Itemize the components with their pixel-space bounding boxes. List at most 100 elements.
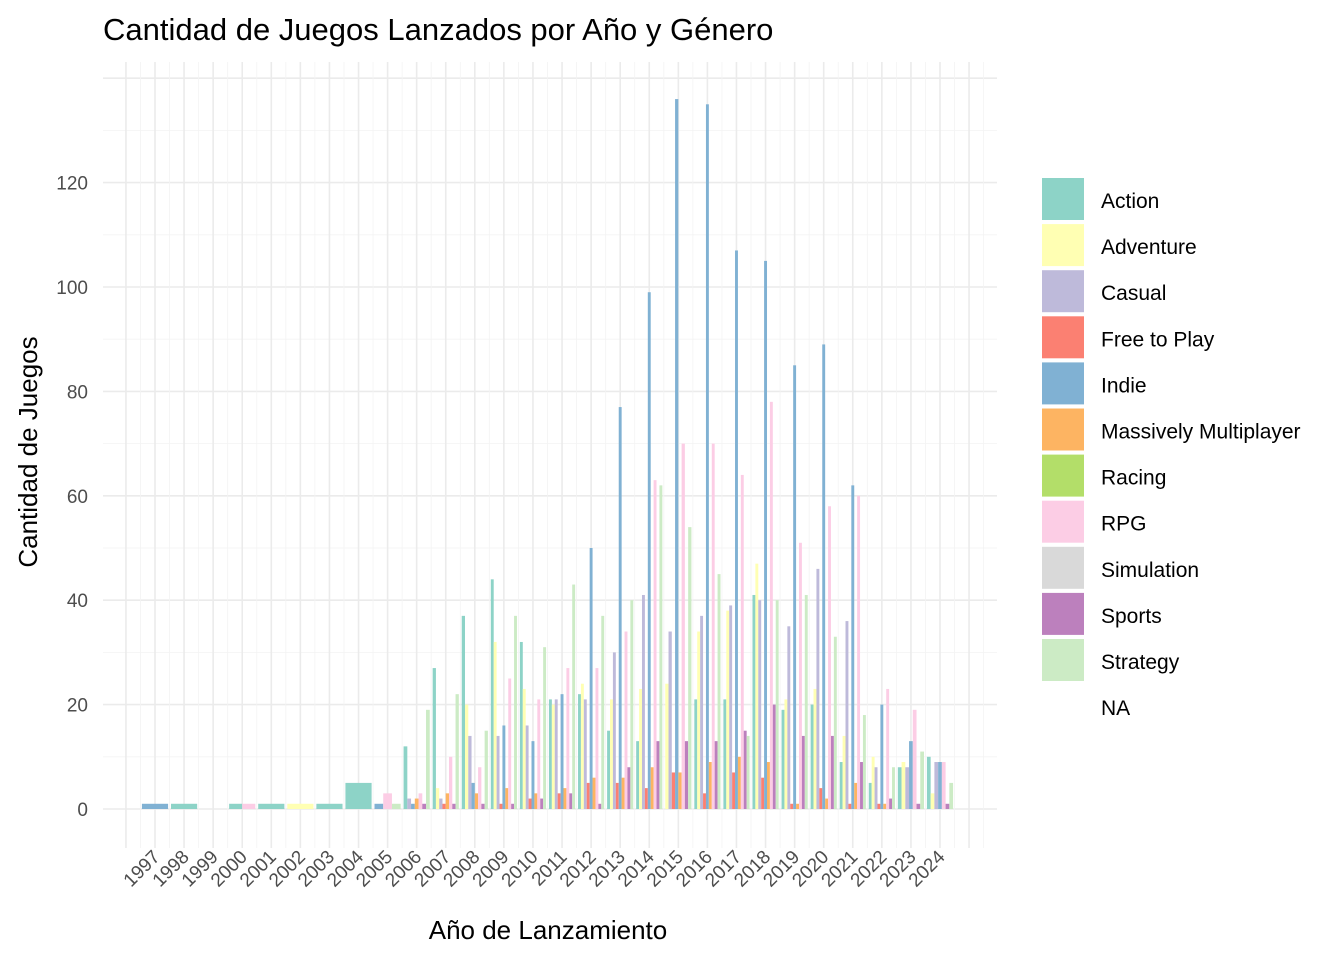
bar-strategy-2023	[920, 751, 925, 809]
y-tick-label: 100	[56, 278, 88, 299]
bar-strategy-2013	[630, 600, 634, 809]
legend-label-na: NA	[1101, 697, 1130, 720]
legend-label-sports: Sports	[1101, 605, 1162, 628]
legend-label-rpg: RPG	[1101, 513, 1147, 536]
bar-action-2014	[636, 741, 640, 809]
bar-casual-2022	[874, 767, 878, 809]
legend-swatch-sports	[1042, 592, 1084, 635]
bar-casual-2016	[700, 615, 704, 809]
bar-strategy-2010	[543, 647, 547, 809]
bar-sports-2021	[860, 762, 863, 809]
bar-massively-multiplayer-2017	[737, 756, 741, 809]
bar-massively-multiplayer-2009	[505, 788, 509, 809]
bar-strategy-2007	[455, 694, 459, 809]
bar-indie-2010	[531, 741, 535, 809]
bar-free-to-play-2016	[703, 793, 706, 809]
legend-label-free-to-play: Free to Play	[1101, 328, 1215, 351]
bar-rpg-2012	[595, 668, 599, 809]
bar-sports-2007	[452, 803, 456, 809]
bar-indie-2013	[618, 407, 622, 809]
bar-action-2008	[461, 615, 466, 809]
bar-free-to-play-2010	[528, 798, 532, 809]
bar-massively-multiplayer-2007	[445, 793, 450, 809]
bar-strategy-2017	[746, 735, 750, 809]
bar-rpg-2008	[478, 767, 482, 809]
bar-casual-2020	[816, 568, 820, 809]
bar-adventure-2023	[901, 762, 906, 809]
x-axis-title: Año de Lanzamiento	[429, 915, 668, 945]
bar-sports-2016	[714, 741, 718, 809]
bar-strategy-2016	[717, 574, 721, 809]
bar-casual-2010	[525, 725, 529, 809]
bar-indie-2024	[938, 762, 942, 809]
bar-massively-multiplayer-2012	[592, 777, 596, 809]
bar-casual-2013	[612, 652, 616, 809]
bar-action-2024	[926, 756, 931, 809]
chart-title: Cantidad de Juegos Lanzados por Año y Gé…	[103, 12, 773, 47]
bar-rpg-2009	[508, 678, 512, 809]
bar-action-2023	[897, 767, 902, 809]
legend-label-casual: Casual	[1101, 282, 1166, 305]
bar-adventure-2018	[755, 563, 759, 809]
bar-adventure-2019	[784, 699, 788, 809]
legend-label-action: Action	[1101, 190, 1159, 213]
bar-strategy-2018	[775, 600, 779, 809]
bar-casual-2009	[496, 735, 500, 809]
bar-massively-multiplayer-2011	[563, 788, 567, 809]
bar-rpg-2006	[418, 793, 423, 809]
bar-strategy-2008	[484, 730, 488, 809]
bar-strategy-2009	[514, 615, 517, 809]
legend-swatch-racing	[1042, 454, 1084, 497]
bar-massively-multiplayer-2008	[474, 793, 479, 809]
bar-action-2022	[868, 782, 872, 809]
bar-rpg-2019	[798, 542, 802, 809]
bar-action-2009	[490, 579, 494, 809]
bar-strategy-2022	[892, 767, 895, 809]
bar-indie-2016	[705, 104, 709, 810]
bar-rpg-2014	[653, 480, 657, 809]
bar-casual-2007	[439, 798, 443, 809]
bar-free-to-play-2012	[586, 782, 590, 809]
bar-adventure-2022	[871, 756, 875, 809]
bar-sports-2006	[422, 803, 427, 809]
bar-strategy-2015	[688, 527, 692, 809]
bar-sports-2019	[801, 735, 805, 809]
bar-free-to-play-2009	[499, 803, 503, 809]
bar-massively-multiplayer-2013	[621, 777, 625, 809]
bar-adventure-2012	[580, 683, 584, 809]
bar-massively-multiplayer-2010	[534, 793, 538, 809]
bar-strategy-2012	[601, 615, 605, 809]
bar-rpg-2005	[383, 793, 392, 809]
bar-action-1998	[170, 803, 198, 809]
bar-rpg-2020	[828, 506, 831, 809]
bar-action-2001	[258, 803, 285, 809]
y-tick-label: 80	[67, 382, 88, 403]
y-axis-title: Cantidad de Juegos	[13, 336, 43, 567]
bar-rpg-2016	[711, 443, 715, 809]
bar-indie-2018	[764, 260, 768, 809]
bar-massively-multiplayer-2006	[414, 798, 419, 809]
bar-casual-2012	[583, 699, 587, 809]
y-axis: 0 20 40 60 80 100 120	[56, 174, 88, 821]
bar-indie-2008	[471, 782, 475, 809]
bar-rpg-2021	[857, 495, 861, 809]
bar-indie-2021	[851, 485, 855, 809]
bar-massively-multiplayer-2022	[883, 803, 887, 809]
bar-adventure-2017	[726, 610, 730, 809]
bar-rpg-2007	[449, 756, 453, 809]
bar-indie-1997	[141, 803, 169, 809]
bar-casual-2018	[758, 600, 762, 809]
bar-sports-2023	[916, 803, 921, 809]
bar-adventure-2014	[639, 688, 642, 809]
bar-action-2012	[578, 694, 581, 809]
bar-sports-2020	[830, 735, 834, 809]
bar-massively-multiplayer-2019	[796, 803, 799, 809]
bar-free-to-play-2007	[442, 803, 446, 809]
bar-casual-2021	[845, 621, 849, 809]
bar-action-2007	[432, 668, 436, 809]
grid	[103, 62, 997, 848]
bar-casual-2023	[905, 767, 910, 809]
bar-rpg-2018	[769, 401, 773, 809]
bar-rpg-2023	[912, 709, 917, 809]
